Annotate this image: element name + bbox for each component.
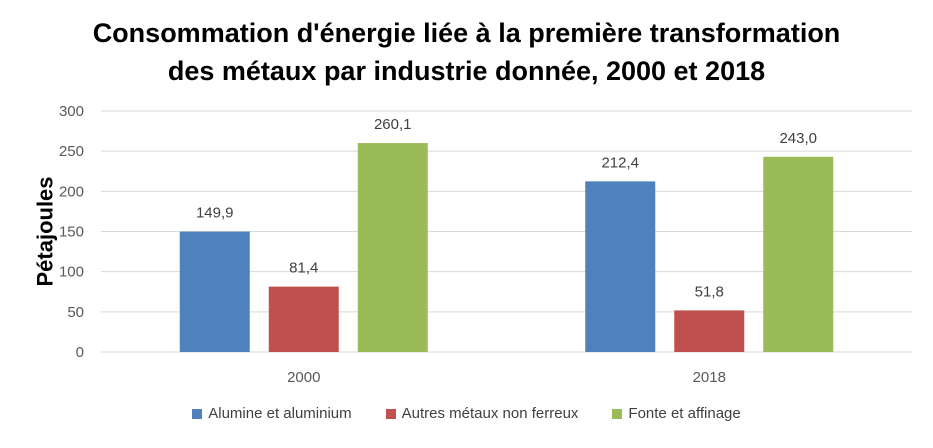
x-tick-label: 2000 bbox=[287, 369, 320, 386]
data-label: 149,9 bbox=[196, 205, 234, 222]
y-tick-label: 0 bbox=[76, 344, 84, 361]
data-label: 51,8 bbox=[695, 283, 724, 300]
y-axis-label: Pétajoules bbox=[33, 176, 58, 286]
y-tick-label: 300 bbox=[59, 103, 84, 120]
y-tick-label: 150 bbox=[59, 224, 84, 241]
y-tick-label: 200 bbox=[59, 183, 84, 200]
x-axis-ticks: 2000 2018 bbox=[287, 369, 726, 386]
legend: Alumine et aluminium Autres métaux non fe… bbox=[0, 405, 933, 422]
data-labels: 149,9 81,4 260,1 212,4 51,8 243,0 bbox=[196, 116, 817, 300]
chart-title-line-2: des métaux par industrie donnée, 2000 et… bbox=[167, 56, 766, 86]
bar-1-1 bbox=[674, 310, 745, 352]
y-tick-label: 50 bbox=[67, 304, 84, 321]
data-label: 81,4 bbox=[289, 260, 318, 277]
legend-swatch bbox=[192, 408, 203, 419]
chart-title: Consommation d'énergie liée à la premièr… bbox=[0, 14, 933, 90]
y-tick-label: 250 bbox=[59, 143, 84, 160]
bar-1-0 bbox=[268, 286, 339, 352]
legend-label: Autres métaux non ferreux bbox=[401, 405, 579, 422]
bar-2-0 bbox=[357, 143, 428, 352]
y-tick-label: 100 bbox=[59, 264, 84, 281]
y-axis-ticks: 0 50 100 150 200 250 300 bbox=[59, 103, 84, 361]
bar-0-1 bbox=[585, 181, 656, 352]
x-tick-label: 2018 bbox=[693, 369, 726, 386]
legend-item: Alumine et aluminium bbox=[192, 405, 352, 422]
chart-title-line-1: Consommation d'énergie liée à la premièr… bbox=[92, 18, 841, 48]
legend-item: Autres métaux non ferreux bbox=[385, 405, 579, 422]
legend-item: Fonte et affinage bbox=[612, 405, 741, 422]
data-label: 260,1 bbox=[374, 116, 412, 133]
bars bbox=[179, 143, 834, 352]
legend-label: Fonte et affinage bbox=[628, 405, 741, 422]
legend-label: Alumine et aluminium bbox=[208, 405, 352, 422]
data-label: 243,0 bbox=[779, 130, 817, 147]
bar-0-0 bbox=[179, 231, 250, 352]
data-label: 212,4 bbox=[601, 154, 639, 171]
legend-swatch bbox=[612, 408, 623, 419]
legend-swatch bbox=[385, 408, 396, 419]
bar-2-1 bbox=[763, 156, 834, 352]
bar-chart: 0 50 100 150 200 250 300 149,9 81,4 260,1 212,4 51… bbox=[33, 103, 912, 386]
